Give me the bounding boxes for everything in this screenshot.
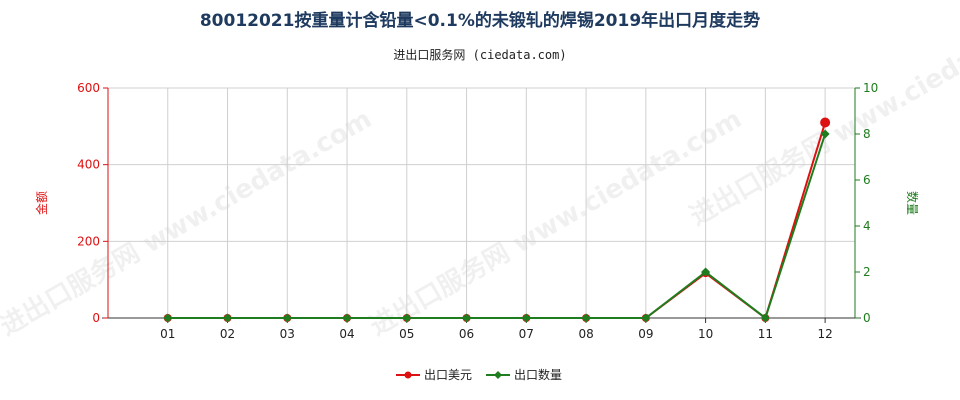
watermark-text: 进出口服务网 www.ciedata.com <box>365 104 747 342</box>
data-point-quantity <box>462 313 472 323</box>
legend-swatch-marker <box>404 371 412 379</box>
data-point-quantity <box>641 313 651 323</box>
x-tick-label: 05 <box>399 327 414 341</box>
x-tick-label: 03 <box>280 327 295 341</box>
y-tick-label-left: 600 <box>77 81 100 95</box>
data-point-quantity <box>282 313 292 323</box>
x-tick-label: 07 <box>519 327 534 341</box>
x-tick-label: 09 <box>638 327 653 341</box>
y-tick-label-right: 10 <box>863 81 878 95</box>
data-point-quantity <box>163 313 173 323</box>
y-tick-label-right: 8 <box>863 127 871 141</box>
x-tick-label: 08 <box>578 327 593 341</box>
x-tick-label: 02 <box>220 327 235 341</box>
legend: 出口美元 出口数量 <box>396 367 562 382</box>
chart-subtitle: 进出口服务网 (ciedata.com) <box>393 48 567 62</box>
legend-label: 出口美元 <box>424 368 472 382</box>
legend-label: 出口数量 <box>514 367 562 382</box>
x-tick-label: 12 <box>817 327 832 341</box>
data-point-quantity <box>521 313 531 323</box>
x-tick-label: 01 <box>160 327 175 341</box>
x-tick-label: 10 <box>698 327 713 341</box>
y-tick-label-left: 200 <box>77 234 100 248</box>
data-point-quantity <box>402 313 412 323</box>
grid <box>108 87 855 319</box>
y-tick-label-right: 4 <box>863 219 871 233</box>
y-tick-label-right: 2 <box>863 265 871 279</box>
y-axis-label-right: 数量 <box>905 191 920 215</box>
y-tick-label-right: 6 <box>863 173 871 187</box>
data-point-quantity <box>701 267 711 277</box>
y-tick-label-left: 400 <box>77 158 100 172</box>
watermark-text: 进出口服务网 www.ciedata.com <box>0 104 377 342</box>
legend-swatch-marker <box>494 371 502 379</box>
data-point-quantity <box>223 313 233 323</box>
x-tick-label: 04 <box>339 327 354 341</box>
data-point-quantity <box>820 129 830 139</box>
data-point-quantity <box>581 313 591 323</box>
series <box>163 117 831 323</box>
data-point-quantity <box>342 313 352 323</box>
y-tick-label-left: 0 <box>92 311 100 325</box>
x-tick-label: 06 <box>459 327 474 341</box>
series-line <box>167 133 827 320</box>
y-tick-label-right: 0 <box>863 311 871 325</box>
data-point-quantity <box>760 313 770 323</box>
x-tick-label: 11 <box>758 327 773 341</box>
chart-title: 80012021按重量计含铅量<0.1%的未锻轧的焊锡2019年出口月度走势 <box>199 11 761 31</box>
y-axis-label-left: 金额 <box>34 191 49 215</box>
data-point-amount <box>820 117 831 128</box>
